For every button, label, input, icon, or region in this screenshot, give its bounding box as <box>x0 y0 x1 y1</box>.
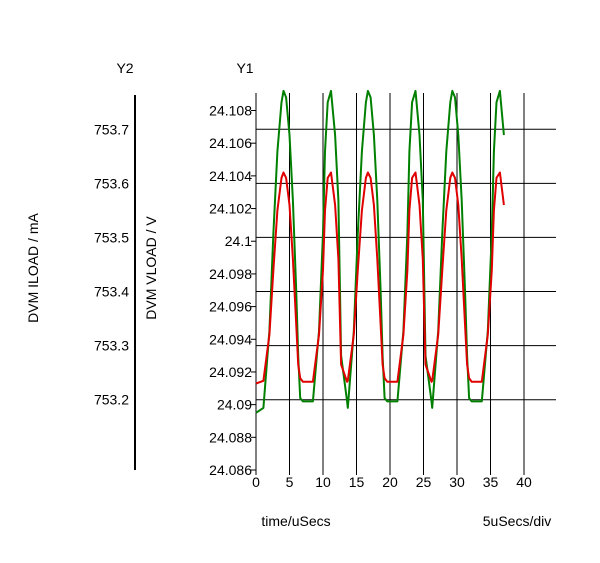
series <box>255 89 505 414</box>
y2-axis-label: DVM ILOAD / mA <box>25 212 41 322</box>
x-tick-label: 15 <box>349 474 365 490</box>
x-tick-label: 0 <box>252 474 260 490</box>
x-tick-label: 25 <box>416 474 432 490</box>
y1-tick-label: 24.092 <box>209 364 252 380</box>
x-tick-label: 10 <box>315 474 331 490</box>
x-tick-label: 40 <box>516 474 532 490</box>
x-tick-label: 5 <box>286 474 294 490</box>
y2-axis-header: Y2 <box>116 60 133 76</box>
x-axis-label: time/uSecs <box>261 513 330 529</box>
x-tick-label: 20 <box>382 474 398 490</box>
y1-tick-label: 24.086 <box>209 462 252 478</box>
y1-tick-label: 24.1 <box>225 233 252 249</box>
x-tick-label: 35 <box>483 474 499 490</box>
series-line-iload <box>255 171 505 385</box>
y2-tick-label: 753.5 <box>94 229 129 245</box>
tick-labels: 753.2 753.3 753.4 753.5 753.6 753.7 24.086 24.0… <box>94 103 532 490</box>
y1-tick-label: 24.096 <box>209 299 252 315</box>
y1-tick-label: 24.098 <box>209 266 252 282</box>
y1-tick-label: 24.106 <box>209 135 252 151</box>
y2-tick-label: 753.2 <box>94 392 129 408</box>
x-tick-label: 30 <box>449 474 465 490</box>
axes <box>134 93 525 475</box>
y1-tick-label: 24.108 <box>209 103 252 119</box>
y1-tick-label: 24.102 <box>209 201 252 217</box>
y2-tick-label: 753.7 <box>94 121 129 137</box>
y2-tick-label: 753.3 <box>94 338 129 354</box>
y1-tick-label: 24.094 <box>209 331 252 347</box>
y1-tick-label: 24.088 <box>209 429 252 445</box>
y2-tick-label: 753.4 <box>94 284 129 300</box>
y1-axis-label: DVM VLOAD / V <box>143 216 159 320</box>
y1-tick-label: 24.104 <box>209 168 252 184</box>
x-scale-label: 5uSecs/div <box>483 513 551 529</box>
y1-axis-header: Y1 <box>236 60 253 76</box>
y1-tick-label: 24.09 <box>217 397 252 413</box>
y2-tick-label: 753.6 <box>94 175 129 191</box>
